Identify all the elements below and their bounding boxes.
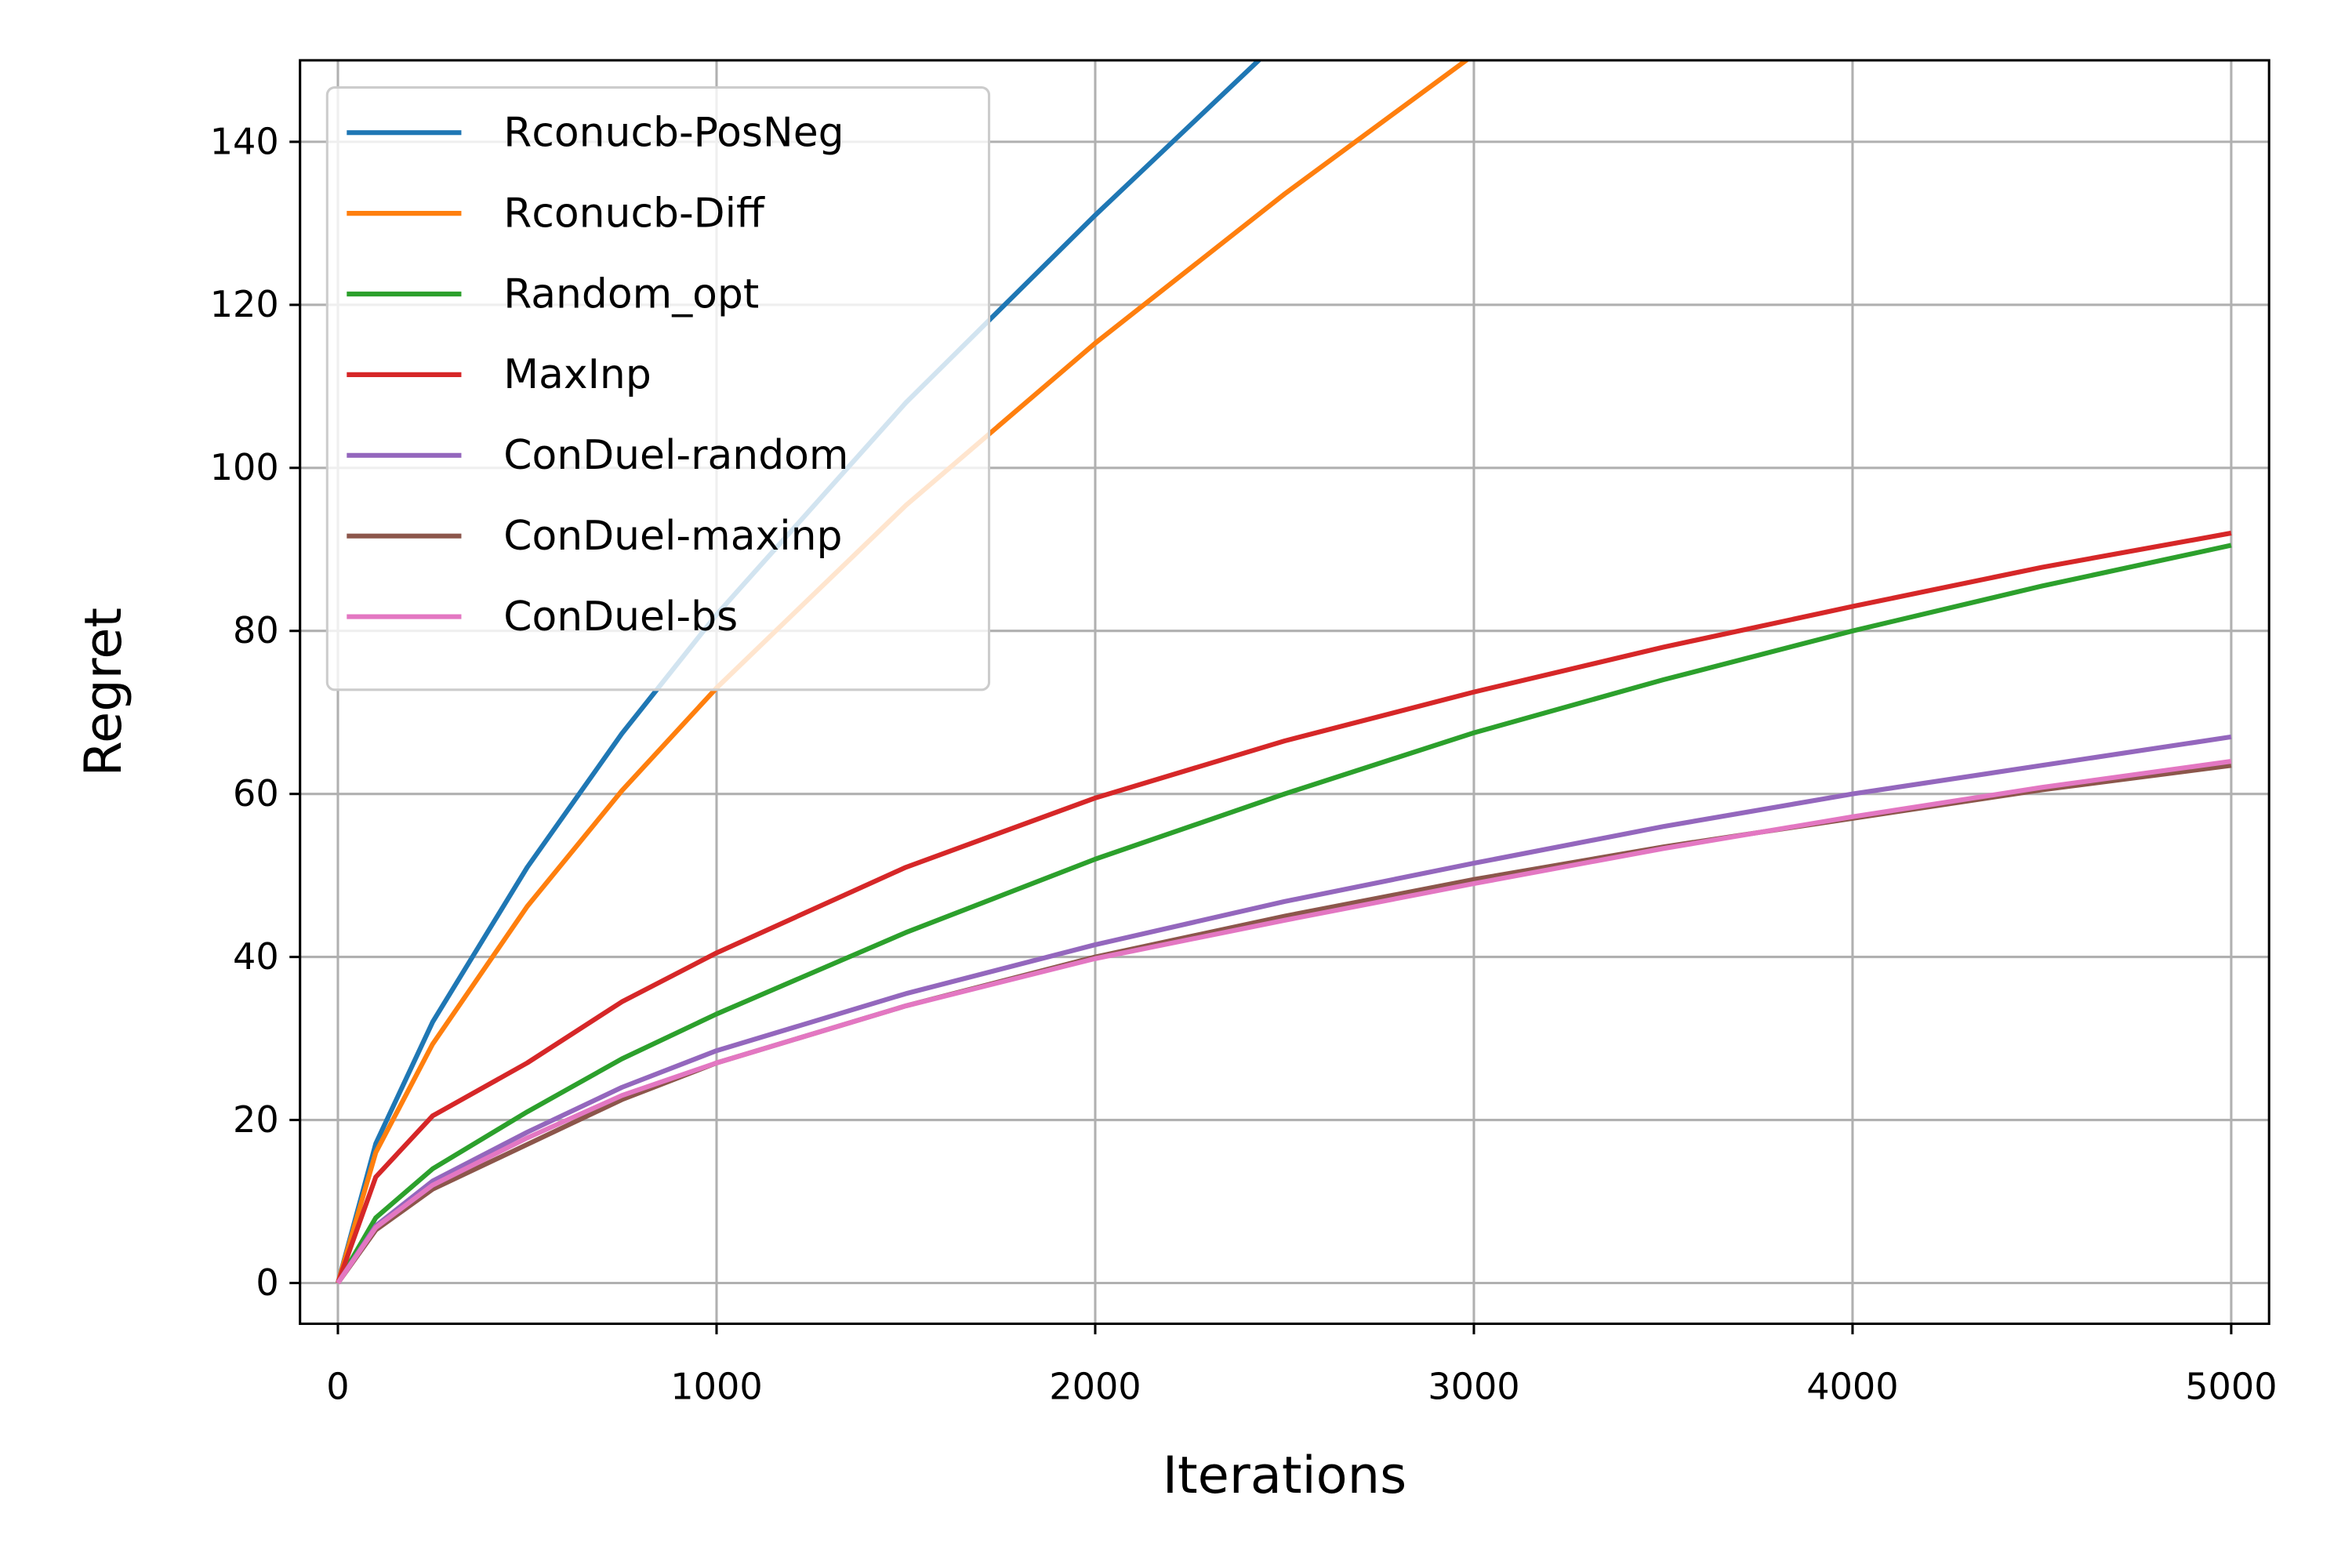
legend-label: Random_opt bbox=[503, 270, 759, 318]
x-tick-label: 0 bbox=[326, 1366, 349, 1408]
legend-label: ConDuel-maxinp bbox=[503, 513, 842, 560]
ticks: 0 1000 2000 3000 4000 5000 0 20 40 60 80 100 120 140 bbox=[210, 120, 2278, 1407]
legend-label: MaxInp bbox=[503, 351, 651, 398]
series-line bbox=[336, 543, 2232, 1285]
legend-label: ConDuel-bs bbox=[503, 593, 738, 641]
legend-label: Rconucb-PosNeg bbox=[503, 110, 844, 157]
plot-frame bbox=[299, 59, 2270, 1325]
y-tick-label: 80 bbox=[233, 609, 279, 652]
x-axis-label: Iterations bbox=[1163, 1446, 1406, 1505]
legend-label: ConDuel-random bbox=[503, 432, 848, 479]
y-tick-label: 0 bbox=[256, 1261, 278, 1304]
y-tick-label: 40 bbox=[233, 935, 279, 978]
plot-lines bbox=[336, 60, 2232, 1285]
y-tick-label: 140 bbox=[210, 120, 279, 162]
x-tick-label: 4000 bbox=[1806, 1366, 1898, 1408]
legend-label: Rconucb-Diff bbox=[503, 190, 765, 237]
y-tick-label: 120 bbox=[210, 283, 279, 325]
series-line bbox=[336, 759, 2232, 1285]
series-line bbox=[336, 530, 2232, 1284]
series-line bbox=[336, 60, 1471, 1284]
x-tick-label: 1000 bbox=[670, 1366, 762, 1408]
y-tick-label: 20 bbox=[233, 1098, 279, 1141]
series-line bbox=[336, 734, 2232, 1285]
x-tick-label: 5000 bbox=[2185, 1366, 2277, 1408]
series-line bbox=[336, 60, 1263, 1284]
x-tick-label: 2000 bbox=[1049, 1366, 1141, 1408]
legend-box bbox=[325, 86, 991, 691]
y-tick-label: 60 bbox=[233, 772, 279, 815]
y-axis-label: Regret bbox=[74, 608, 133, 777]
y-tick-label: 100 bbox=[210, 446, 279, 488]
legend: Rconucb-PosNeg Rconucb-Diff Random_opt MaxI… bbox=[325, 86, 991, 691]
x-tick-label: 3000 bbox=[1428, 1366, 1519, 1408]
